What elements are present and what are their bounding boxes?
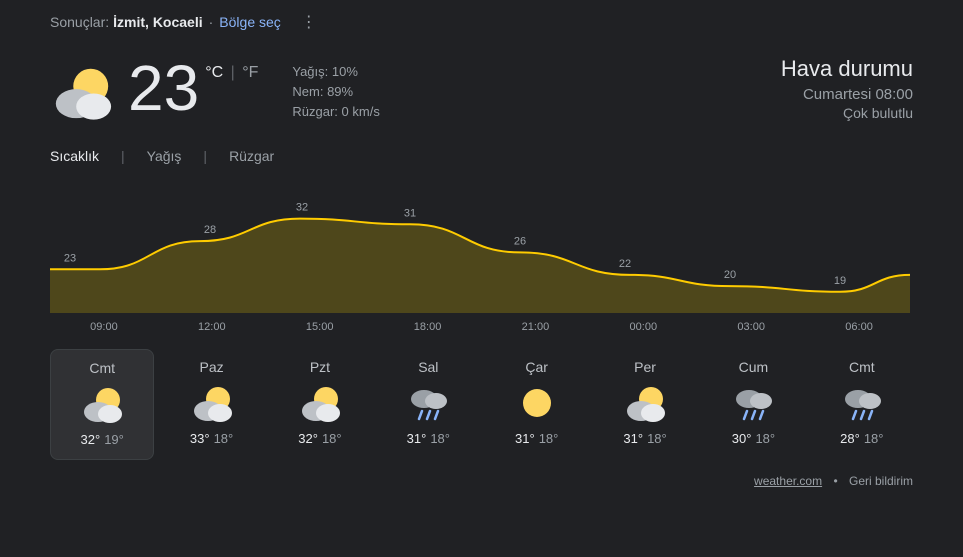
forecast-temps: 31°18° xyxy=(381,431,475,446)
summary-block: Hava durumu Cumartesi 08:00 Çok bulutlu xyxy=(781,56,913,121)
location-header: Sonuçlar: İzmit, Kocaeli · Bölge seç ⋮ xyxy=(50,0,913,56)
kebab-menu-icon[interactable]: ⋮ xyxy=(295,12,323,32)
forecast-partly-cloudy-icon xyxy=(190,381,234,425)
forecast-temps: 33° 18° xyxy=(164,431,258,446)
forecast-temps: 31° 18° xyxy=(490,431,584,446)
wind-value: 0 km/s xyxy=(342,104,380,119)
forecast-day-name: Per xyxy=(598,359,692,375)
forecast-temp-hi: 31° xyxy=(623,431,643,446)
chart-point-label: 19 xyxy=(834,275,846,287)
source-link[interactable]: weather.com xyxy=(754,474,822,488)
forecast-rain-icon xyxy=(840,381,884,425)
separator-dot: · xyxy=(209,14,214,30)
forecast-temps: 32°19° xyxy=(55,432,149,447)
chart-time-label: 06:00 xyxy=(805,321,913,333)
footer-dot: • xyxy=(833,474,837,488)
chart-times-row: 09:0012:0015:0018:0021:0000:0003:0006:00 xyxy=(50,321,913,333)
forecast-day-name: Sal xyxy=(381,359,475,375)
forecast-temp-hi: 32° xyxy=(298,431,318,446)
forecast-day-name: Cmt xyxy=(55,360,149,376)
current-details: Yağış: 10% Nem: 89% Rüzgar: 0 km/s xyxy=(292,62,379,122)
forecast-day-card[interactable]: Per 31° 18° xyxy=(594,349,696,460)
current-temperature: 23 xyxy=(128,56,199,120)
forecast-rain-icon xyxy=(731,381,775,425)
forecast-temp-lo: 18° xyxy=(647,431,667,446)
chart-point-label: 26 xyxy=(514,235,526,247)
forecast-day-name: Cum xyxy=(706,359,800,375)
unit-fahrenheit[interactable]: °F xyxy=(242,64,258,81)
chart-point-label: 20 xyxy=(724,269,736,281)
chart-tabs: Sıcaklık | Yağış | Rüzgar xyxy=(50,148,913,167)
forecast-day-card[interactable]: Cmt 32°19° xyxy=(50,349,154,460)
footer: weather.com • Geri bildirim xyxy=(50,474,913,488)
forecast-day-card[interactable]: Sal 31°18° xyxy=(377,349,479,460)
forecast-temp-lo: 18° xyxy=(755,431,775,446)
forecast-day-card[interactable]: Paz 33° 18° xyxy=(160,349,262,460)
tab-temperature[interactable]: Sıcaklık xyxy=(50,148,99,167)
precip-label: Yağış: xyxy=(292,64,328,79)
chart-point-label: 22 xyxy=(619,258,631,270)
precip-value: 10% xyxy=(332,64,358,79)
forecast-day-card[interactable]: Çar 31° 18° xyxy=(486,349,588,460)
forecast-temp-hi: 28° xyxy=(840,431,860,446)
unit-celsius[interactable]: °C xyxy=(205,64,223,81)
chart-point-label: 31 xyxy=(404,207,416,219)
unit-separator: | xyxy=(231,64,235,81)
wind-label: Rüzgar: xyxy=(292,104,338,119)
chart-svg: 23 28 32 31 26 22 20 19 xyxy=(50,193,910,313)
forecast-day-name: Paz xyxy=(164,359,258,375)
weather-condition: Çok bulutlu xyxy=(781,105,913,121)
current-condition-icon xyxy=(50,60,114,124)
feedback-link[interactable]: Geri bildirim xyxy=(849,474,913,488)
forecast-temp-lo: 19° xyxy=(104,432,124,447)
forecast-temp-lo: 18° xyxy=(430,431,450,446)
forecast-day-name: Cmt xyxy=(815,359,909,375)
forecast-sunny-icon xyxy=(515,381,559,425)
forecast-temp-hi: 31° xyxy=(515,431,535,446)
forecast-temp-hi: 30° xyxy=(732,431,752,446)
temperature-chart: 23 28 32 31 26 22 20 19 09:0012:0015:0018:0021:… xyxy=(50,193,913,333)
forecast-temp-lo: 18° xyxy=(214,431,234,446)
forecast-temp-lo: 18° xyxy=(864,431,884,446)
forecast-temp-hi: 33° xyxy=(190,431,210,446)
weather-datetime: Cumartesi 08:00 xyxy=(781,86,913,103)
weather-title: Hava durumu xyxy=(781,56,913,82)
forecast-day-card[interactable]: Cum 30°18° xyxy=(702,349,804,460)
chart-point-label: 32 xyxy=(296,202,308,214)
chart-point-label: 23 xyxy=(64,252,76,264)
forecast-day-name: Pzt xyxy=(273,359,367,375)
forecast-day-card[interactable]: Cmt 28° 18° xyxy=(811,349,913,460)
forecast-temp-lo: 18° xyxy=(539,431,559,446)
chart-time-label: 15:00 xyxy=(266,321,374,333)
forecast-day-card[interactable]: Pzt 32° 18° xyxy=(269,349,371,460)
tab-precipitation[interactable]: Yağış xyxy=(147,148,182,167)
forecast-temp-lo: 18° xyxy=(322,431,342,446)
forecast-partly-cloudy-icon xyxy=(80,382,124,426)
forecast-row: Cmt 32°19° Paz 33°18° Pzt 32°18° Sal 31°… xyxy=(50,349,913,460)
forecast-temps: 30°18° xyxy=(706,431,800,446)
humidity-value: 89% xyxy=(327,84,353,99)
forecast-temps: 32° 18° xyxy=(273,431,367,446)
location-text: İzmit, Kocaeli xyxy=(113,14,202,30)
forecast-partly-cloudy-icon xyxy=(298,381,342,425)
forecast-temp-hi: 31° xyxy=(407,431,427,446)
forecast-temps: 31° 18° xyxy=(598,431,692,446)
chart-time-label: 12:00 xyxy=(158,321,266,333)
humidity-label: Nem: xyxy=(292,84,323,99)
chart-time-label: 21:00 xyxy=(482,321,590,333)
chart-time-label: 09:00 xyxy=(50,321,158,333)
choose-region-link[interactable]: Bölge seç xyxy=(219,14,280,30)
current-weather-block: 23 °C | °F Yağış: 10% Nem: 89% Rüzgar: 0… xyxy=(50,56,380,124)
forecast-day-name: Çar xyxy=(490,359,584,375)
chart-point-label: 28 xyxy=(204,224,216,236)
chart-time-label: 00:00 xyxy=(589,321,697,333)
forecast-rain-icon xyxy=(406,381,450,425)
chart-time-label: 18:00 xyxy=(374,321,482,333)
tab-wind[interactable]: Rüzgar xyxy=(229,148,274,167)
chart-time-label: 03:00 xyxy=(697,321,805,333)
forecast-partly-cloudy-icon xyxy=(623,381,667,425)
forecast-temp-hi: 32° xyxy=(81,432,101,447)
results-label: Sonuçlar: xyxy=(50,14,109,30)
forecast-temps: 28° 18° xyxy=(815,431,909,446)
